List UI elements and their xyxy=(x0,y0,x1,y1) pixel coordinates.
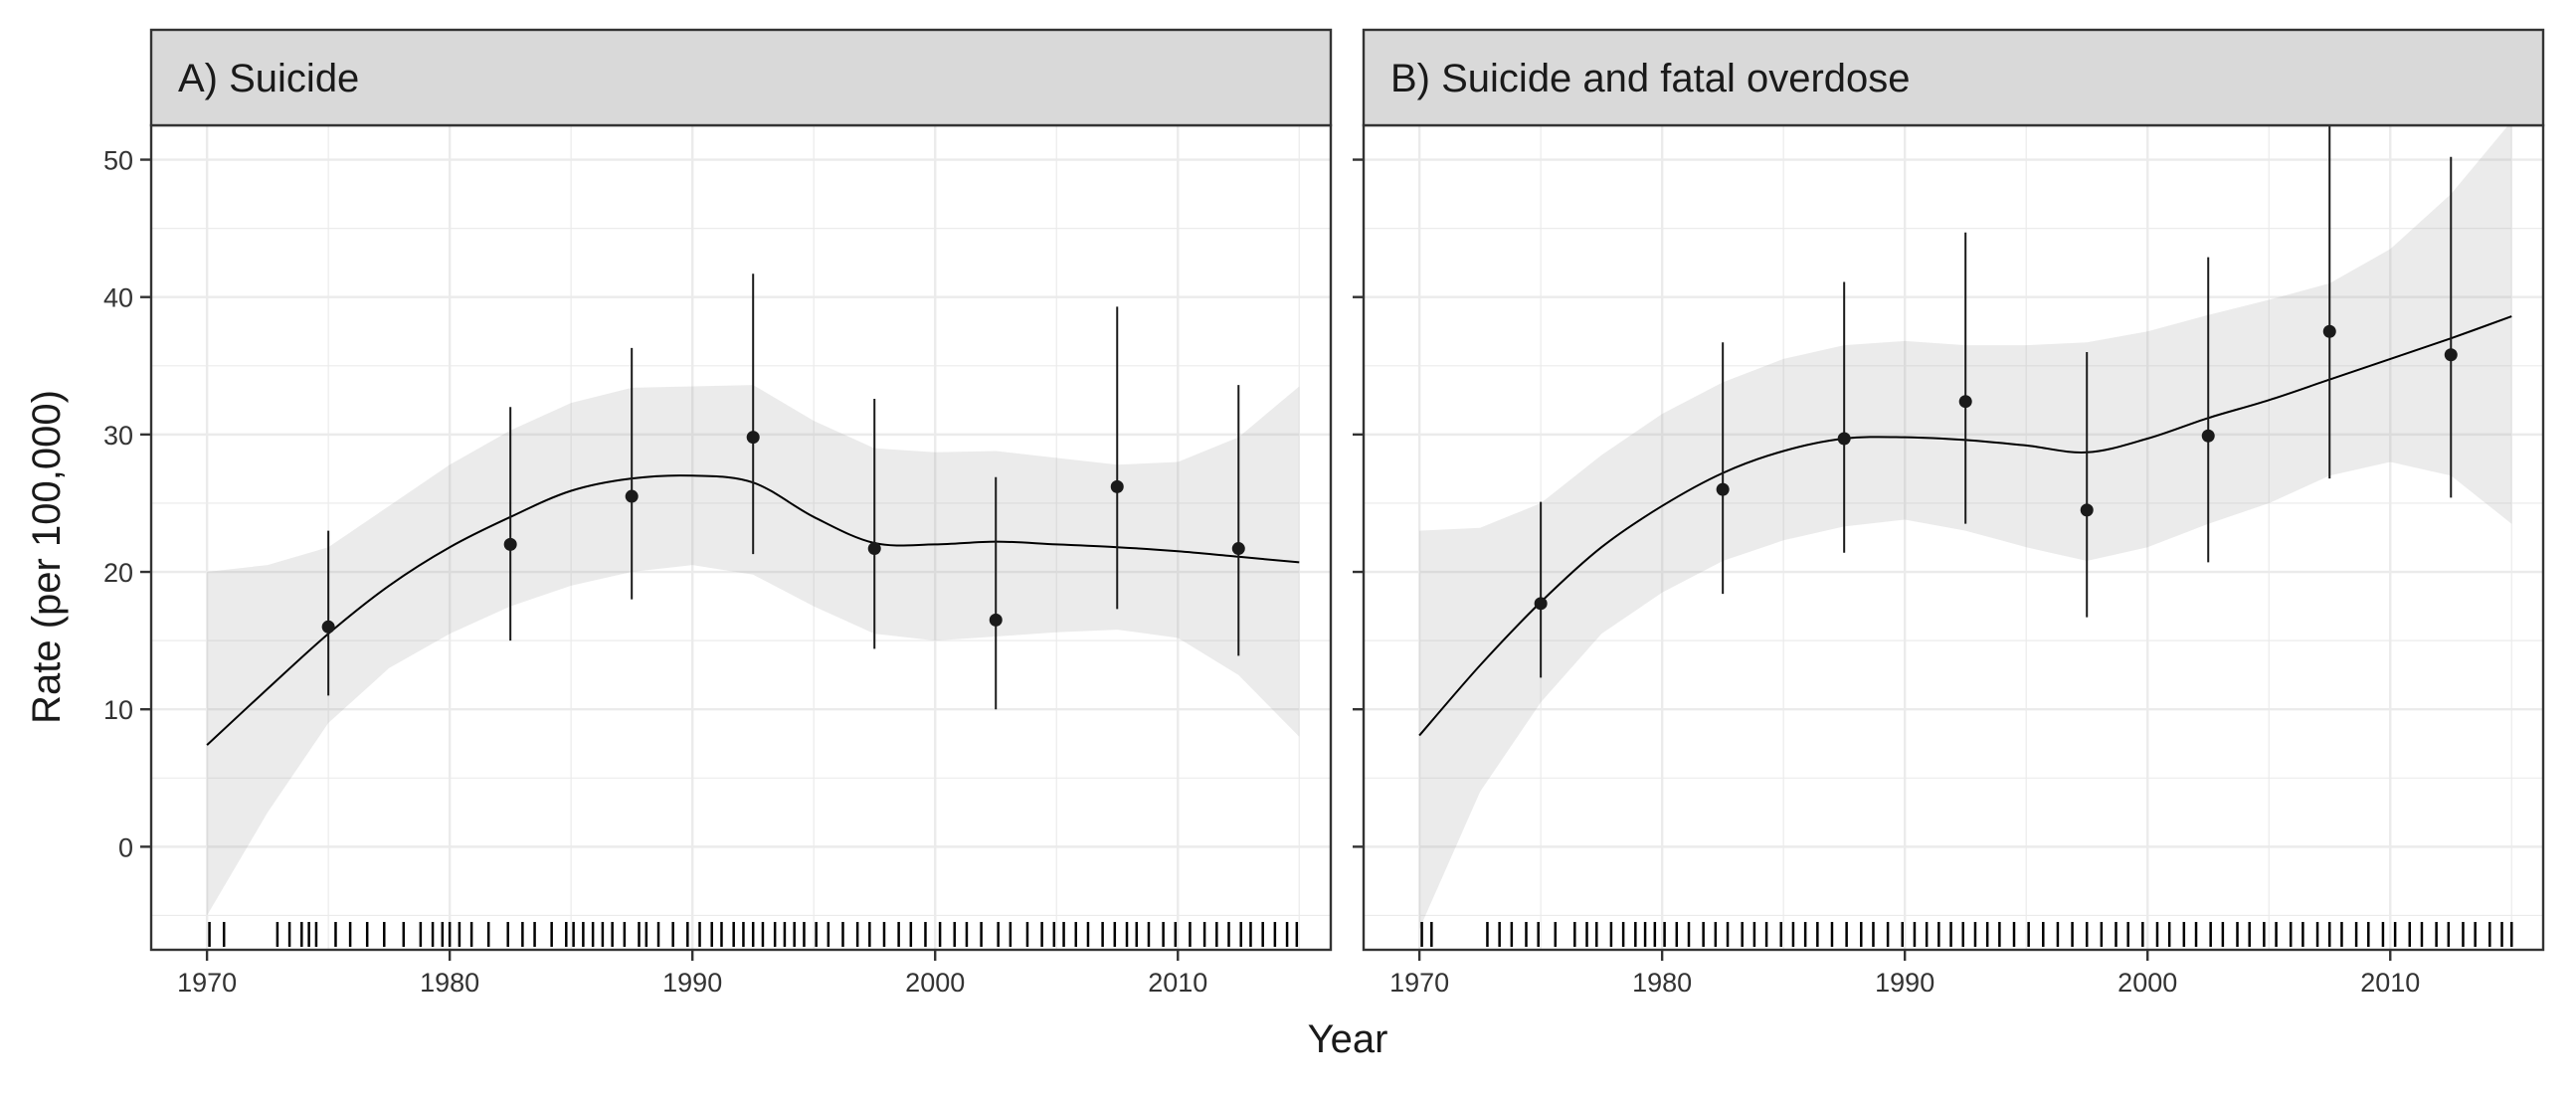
y-tick-label: 20 xyxy=(103,558,133,588)
data-point xyxy=(989,613,1003,627)
data-point xyxy=(1231,542,1245,556)
confidence-band xyxy=(207,385,1300,916)
data-point xyxy=(2080,503,2094,517)
confidence-band xyxy=(1419,125,2512,930)
data-point xyxy=(1534,597,1548,611)
data-point xyxy=(1837,432,1851,446)
data-point xyxy=(1958,395,1972,409)
x-tick-label: 2010 xyxy=(2360,968,2420,998)
x-tick-label: 2000 xyxy=(905,968,965,998)
data-point xyxy=(1716,482,1730,496)
x-tick-label: 2000 xyxy=(2117,968,2177,998)
plot-area xyxy=(1418,125,2513,947)
x-tick-label: 1990 xyxy=(1875,968,1934,998)
data-point xyxy=(2201,429,2215,443)
data-point xyxy=(625,489,639,503)
x-tick-label: 2010 xyxy=(1148,968,1207,998)
panel-strip xyxy=(149,28,1333,127)
panel-a: A) Suicide 1970 1980 1990 2000 2010 0 10 20 30 40 5… xyxy=(103,28,1333,998)
y-tick-label: 50 xyxy=(103,146,133,176)
y-tick-label: 40 xyxy=(103,283,133,313)
panel-strip xyxy=(1362,28,2545,127)
y-tick-label: 0 xyxy=(118,832,133,862)
data-point xyxy=(2444,348,2458,362)
panel-b: B) Suicide and fatal overdose 1970 1980 199… xyxy=(1353,28,2545,998)
data-point xyxy=(1110,479,1124,493)
x-tick-label: 1980 xyxy=(1632,968,1692,998)
grid-lines xyxy=(151,125,1331,950)
x-axis-title: Year xyxy=(1308,1017,1388,1061)
panel-title: A) Suicide xyxy=(178,57,359,100)
x-tick-label: 1980 xyxy=(420,968,479,998)
y-tick-label: 10 xyxy=(103,695,133,725)
panel-background xyxy=(151,125,1331,950)
y-axis-title: Rate (per 100,000) xyxy=(25,390,69,724)
panel-title: B) Suicide and fatal overdose xyxy=(1390,57,1911,100)
data-point xyxy=(321,620,335,634)
panel-background xyxy=(1364,125,2543,950)
data-point xyxy=(2322,324,2336,338)
plot-area xyxy=(206,274,1300,947)
x-tick-label: 1970 xyxy=(177,968,237,998)
y-tick-label: 30 xyxy=(103,421,133,451)
smooth-line xyxy=(206,474,1300,746)
x-tick-label: 1990 xyxy=(662,968,722,998)
data-point xyxy=(503,537,517,551)
grid-lines xyxy=(1364,125,2543,950)
chart-panels: A) Suicide 1970 1980 1990 2000 2010 0 10 20 30 40 5… xyxy=(103,28,2545,998)
x-tick-label: 1970 xyxy=(1389,968,1449,998)
data-point xyxy=(746,431,760,445)
data-point xyxy=(867,542,881,556)
